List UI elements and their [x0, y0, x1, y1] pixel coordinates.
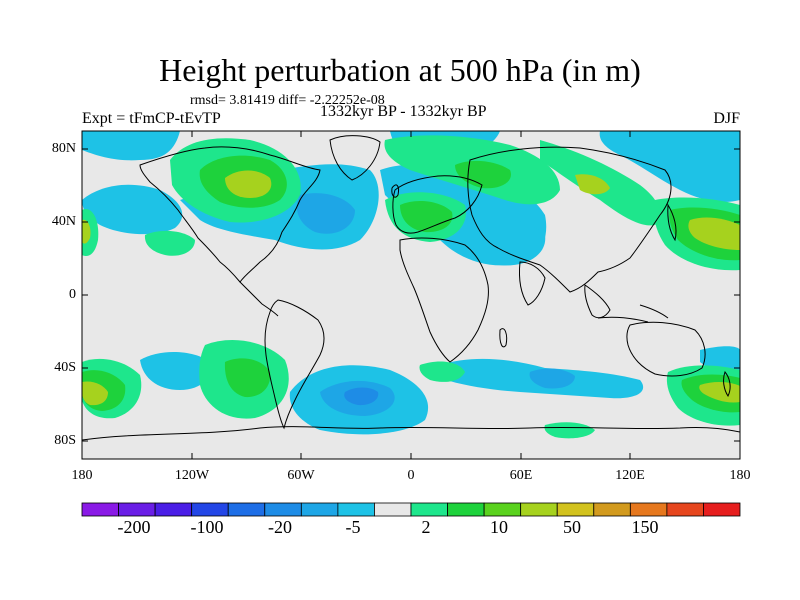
colorbar-box — [556, 502, 595, 517]
contour-pos-s-indian — [544, 422, 595, 439]
colorbar-box — [629, 502, 668, 517]
x-tick-label: 60W — [287, 468, 315, 483]
coast-india — [519, 261, 546, 306]
season-label: DJF — [713, 110, 740, 127]
coast-australia — [626, 321, 706, 377]
coast-japan — [667, 203, 677, 242]
y-tick-label: 80N — [51, 141, 76, 156]
coast-antarctica — [82, 426, 740, 441]
coast-central-america — [239, 281, 279, 317]
colorbar-box — [410, 502, 448, 517]
contour-pos-n-pacific-core — [575, 174, 610, 195]
plot-title: Height perturbation at 500 hPa (in m) — [159, 52, 641, 88]
colorbar-box — [666, 502, 704, 517]
colorbar-box — [447, 502, 485, 517]
colorbar-box — [337, 502, 375, 517]
colorbar-label: 2 — [421, 517, 431, 537]
colorbar-box — [483, 502, 522, 517]
colorbar-box — [154, 502, 193, 517]
coast-europe — [392, 175, 483, 234]
contour-pos-nw-pacific-core — [688, 217, 740, 250]
colorbar-box — [191, 502, 229, 517]
colorbar-label: 50 — [563, 517, 581, 537]
contour-pos-e-pacific-n — [144, 230, 195, 256]
contour-neg-central-asia — [465, 218, 546, 266]
colorbar-boxes — [81, 502, 741, 517]
colorbar-box — [300, 502, 339, 517]
contour-neg-asia-pacific — [599, 131, 740, 202]
contour-pos-s-africa — [419, 361, 465, 382]
coast-madagascar — [499, 328, 508, 348]
contour-neg-s-pacific — [140, 351, 211, 390]
colorbar-label: 150 — [631, 517, 659, 537]
coastline-layer — [82, 135, 740, 441]
colorbar-box — [703, 502, 741, 517]
colorbar-box — [374, 502, 412, 517]
coast-africa — [399, 237, 489, 363]
contour-pos-w-pacific-core — [82, 219, 91, 244]
period-label: 1332kyr BP - 1332kyr BP — [320, 103, 487, 120]
contour-pos-europe-core — [400, 200, 453, 233]
coast-indonesia — [597, 304, 669, 323]
colorbar-box — [264, 502, 302, 517]
colorbar-label: 10 — [490, 517, 508, 537]
coast-greenland — [329, 135, 381, 181]
x-tick-label: 60E — [509, 468, 533, 483]
colorbar-box — [520, 502, 558, 517]
experiment-label: Expt = tFmCP-tEvTP — [82, 110, 221, 127]
y-tick-label: 40N — [51, 214, 76, 229]
y-tick-label: 0 — [69, 287, 76, 302]
y-tick-label: 80S — [54, 433, 76, 448]
colorbar-box — [227, 502, 266, 517]
stats-label: rmsd= 3.81419 diff= -2.22252e-08 — [190, 93, 385, 108]
coast-asia — [467, 146, 672, 293]
contour-neg-america-core — [296, 193, 355, 234]
colorbar-box — [81, 502, 119, 517]
x-tick-label: 0 — [407, 468, 415, 483]
y-tick-label: 40S — [54, 360, 76, 375]
x-tick-label: 180 — [729, 468, 751, 483]
contour-pos-sw-pacific-core — [82, 381, 108, 406]
colorbar-label: -100 — [190, 517, 224, 537]
colorbar-box — [118, 502, 156, 517]
colorbar-box — [593, 502, 631, 517]
coast-north-america — [139, 146, 321, 283]
contour-neg-s-atlantic-core — [344, 387, 379, 406]
colorbar-label: -5 — [345, 517, 361, 537]
coast-uk — [391, 184, 399, 198]
contour-pos-n-america-core — [225, 170, 272, 198]
contour-fill-layer — [82, 131, 740, 439]
coast-new-zealand — [723, 371, 731, 397]
x-tick-label: 120W — [174, 468, 210, 483]
tick-marks — [81, 131, 741, 459]
x-tick-label: 120E — [615, 468, 645, 483]
contour-neg-s-indian-core — [529, 368, 575, 389]
contour-neg-northpacific — [82, 184, 183, 235]
colorbar-label: -20 — [268, 517, 292, 537]
contour-neg-arctic-pacific — [82, 131, 180, 161]
contour-pos-se-pacific-core — [224, 358, 271, 398]
x-tick-label: 180 — [71, 468, 93, 483]
coast-south-america — [264, 299, 325, 430]
colorbar-label: -200 — [117, 517, 151, 537]
